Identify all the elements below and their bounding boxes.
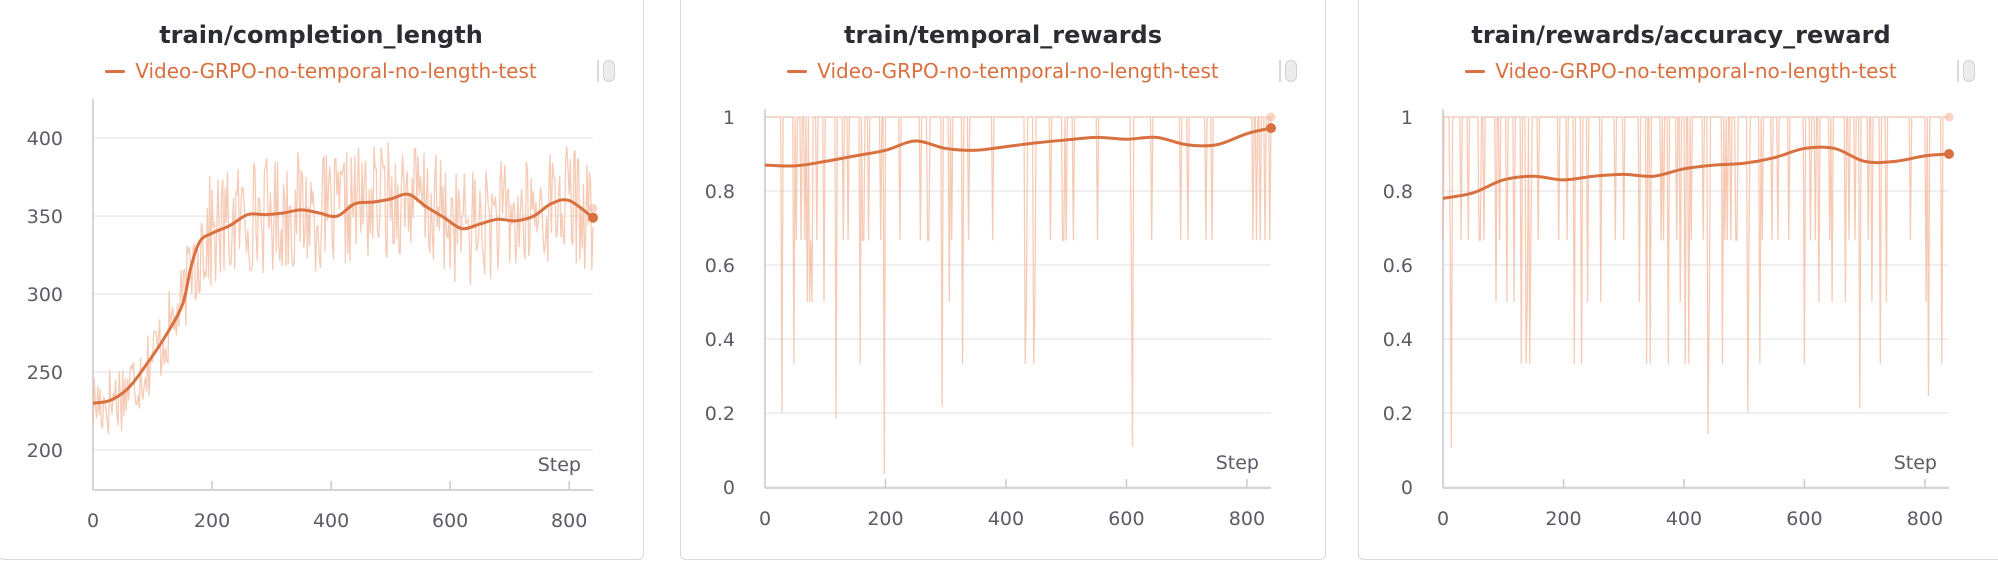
raw-series-line — [1442, 116, 1949, 448]
chart-title: train/temporal_rewards — [843, 21, 1163, 49]
legend-label: Video-GRPO-no-temporal-no-length-test — [135, 59, 537, 83]
chart-panel-accuracy-reward: train/rewards/accuracy_reward Video-GRPO… — [1358, 0, 1998, 560]
legend-swatch — [787, 69, 808, 73]
chart-title: train/completion_length — [159, 21, 483, 49]
series-toggle-icon[interactable] — [1285, 60, 1297, 82]
smoothed-series-line[interactable] — [1442, 145, 1950, 200]
x-tick-label: 600 — [1108, 508, 1144, 530]
chart-panel-completion-length: train/completion_length Video-GRPO-no-te… — [0, 0, 644, 560]
legend-label: Video-GRPO-no-temporal-no-length-test — [817, 59, 1219, 83]
y-tick-label: 350 — [27, 206, 63, 228]
y-tick-label: 0.2 — [1383, 403, 1413, 425]
raw-series-line — [92, 142, 594, 435]
legend-label: Video-GRPO-no-temporal-no-length-test — [1495, 59, 1897, 83]
series-toggle-icon[interactable] — [1963, 60, 1975, 82]
y-tick-label: 400 — [27, 128, 63, 150]
x-tick-label: 400 — [313, 510, 349, 532]
chart-legend[interactable]: Video-GRPO-no-temporal-no-length-test — [681, 59, 1325, 83]
smoothed-series-line[interactable] — [92, 192, 594, 405]
last-value-point[interactable] — [588, 212, 598, 223]
y-tick-label: 300 — [27, 284, 63, 306]
y-tick-label: 250 — [27, 362, 63, 384]
y-tick-label: 0.8 — [1383, 181, 1413, 203]
y-tick-label: 0.2 — [705, 403, 735, 425]
smoothed-series-line[interactable] — [764, 126, 1272, 168]
y-tick-label: 1 — [1401, 107, 1413, 129]
x-tick-label: 0 — [1437, 508, 1449, 530]
plot-area[interactable]: 200 250 300 350 400 0 200 400 600 800 Step — [0, 0, 645, 561]
plot-area[interactable]: 0 0.2 0.4 0.6 0.8 1 0 200 400 600 800 Step — [681, 0, 1327, 561]
raw-last-point — [1944, 112, 1954, 122]
legend-swatch — [105, 69, 126, 73]
raw-series-line — [765, 116, 1272, 475]
x-tick-label: 0 — [759, 508, 771, 530]
y-tick-label: 0.6 — [1383, 255, 1413, 277]
panel-divider — [1957, 60, 1959, 82]
x-tick-label: 800 — [1229, 508, 1265, 530]
y-tick-label: 1 — [723, 107, 735, 129]
raw-last-point — [1266, 112, 1276, 122]
chart-title: train/rewards/accuracy_reward — [1471, 21, 1891, 49]
x-tick-label: 600 — [432, 510, 468, 532]
x-axis-label: Step — [1216, 452, 1259, 474]
y-tick-label: 0.6 — [705, 255, 735, 277]
last-value-point[interactable] — [1266, 123, 1276, 134]
panel-divider — [597, 60, 599, 82]
x-tick-label: 200 — [194, 510, 230, 532]
x-tick-label: 200 — [1545, 508, 1581, 530]
x-axis-label: Step — [1894, 452, 1937, 474]
plot-area[interactable]: 0 0.2 0.4 0.6 0.8 1 0 200 400 600 800 Step — [1359, 0, 1998, 561]
raw-last-point — [588, 203, 598, 213]
x-tick-label: 200 — [867, 508, 903, 530]
y-tick-label: 0.4 — [705, 329, 735, 351]
legend-swatch — [1465, 69, 1486, 73]
y-tick-label: 0 — [1401, 477, 1413, 499]
chart-legend[interactable]: Video-GRPO-no-temporal-no-length-test — [1359, 59, 1998, 83]
last-value-point[interactable] — [1944, 149, 1954, 159]
panel-divider — [1279, 60, 1281, 82]
y-tick-label: 200 — [27, 440, 63, 462]
x-tick-label: 400 — [988, 508, 1024, 530]
x-tick-label: 800 — [551, 510, 587, 532]
series-toggle-icon[interactable] — [603, 60, 615, 82]
y-tick-label: 0 — [723, 477, 735, 499]
x-axis-label: Step — [538, 454, 581, 476]
y-tick-label: 0.4 — [1383, 329, 1413, 351]
x-tick-label: 400 — [1666, 508, 1702, 530]
chart-legend[interactable]: Video-GRPO-no-temporal-no-length-test — [0, 59, 643, 83]
x-tick-label: 800 — [1907, 508, 1943, 530]
chart-panel-temporal-rewards: train/temporal_rewards Video-GRPO-no-tem… — [680, 0, 1326, 560]
x-tick-label: 600 — [1786, 508, 1822, 530]
y-tick-label: 0.8 — [705, 181, 735, 203]
x-tick-label: 0 — [87, 510, 99, 532]
